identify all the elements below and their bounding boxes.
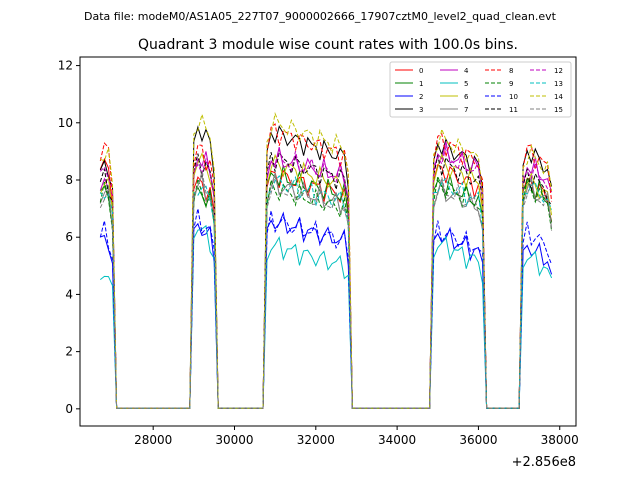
series-line-13 xyxy=(99,175,553,409)
x-tick-label: 38000 xyxy=(541,433,579,447)
legend-label-8: 8 xyxy=(509,67,513,75)
legend-label-12: 12 xyxy=(554,67,563,75)
plot-area-frame xyxy=(79,56,577,427)
legend-frame xyxy=(389,61,572,118)
x-tick-label: 36000 xyxy=(459,433,497,447)
x-tick-label: 28000 xyxy=(134,433,172,447)
legend-label-1: 1 xyxy=(419,80,423,88)
legend-label-14: 14 xyxy=(554,93,563,101)
legend-label-3: 3 xyxy=(419,106,423,114)
legend-label-11: 11 xyxy=(509,106,518,114)
legend-label-5: 5 xyxy=(464,80,468,88)
series-line-15 xyxy=(99,171,553,409)
legend-label-2: 2 xyxy=(419,93,423,101)
y-tick-label: 6 xyxy=(65,230,73,244)
legend-label-0: 0 xyxy=(419,67,423,75)
x-tick-label: 32000 xyxy=(297,433,335,447)
legend-label-13: 13 xyxy=(554,80,563,88)
legend-label-10: 10 xyxy=(509,93,518,101)
y-tick-label: 2 xyxy=(65,345,73,359)
y-tick-label: 10 xyxy=(58,116,73,130)
y-tick-label: 0 xyxy=(65,402,73,416)
y-tick-label: 12 xyxy=(58,59,73,73)
legend-label-4: 4 xyxy=(464,67,469,75)
y-tick-label: 8 xyxy=(65,173,73,187)
x-tick-label: 30000 xyxy=(215,433,253,447)
legend-label-9: 9 xyxy=(509,80,513,88)
chart-title: Quadrant 3 module wise count rates with … xyxy=(138,37,518,53)
legend-label-7: 7 xyxy=(464,106,468,114)
series-line-5 xyxy=(99,224,553,409)
x-offset-label: +2.856e8 xyxy=(512,455,576,470)
legend-label-6: 6 xyxy=(464,93,469,101)
x-tick-label: 34000 xyxy=(378,433,416,447)
legend-label-15: 15 xyxy=(554,106,563,114)
y-tick-label: 4 xyxy=(65,287,73,301)
series-line-14 xyxy=(100,111,553,409)
suptitle: Data file: modeM0/AS1A05_227T07_90000026… xyxy=(84,10,557,23)
